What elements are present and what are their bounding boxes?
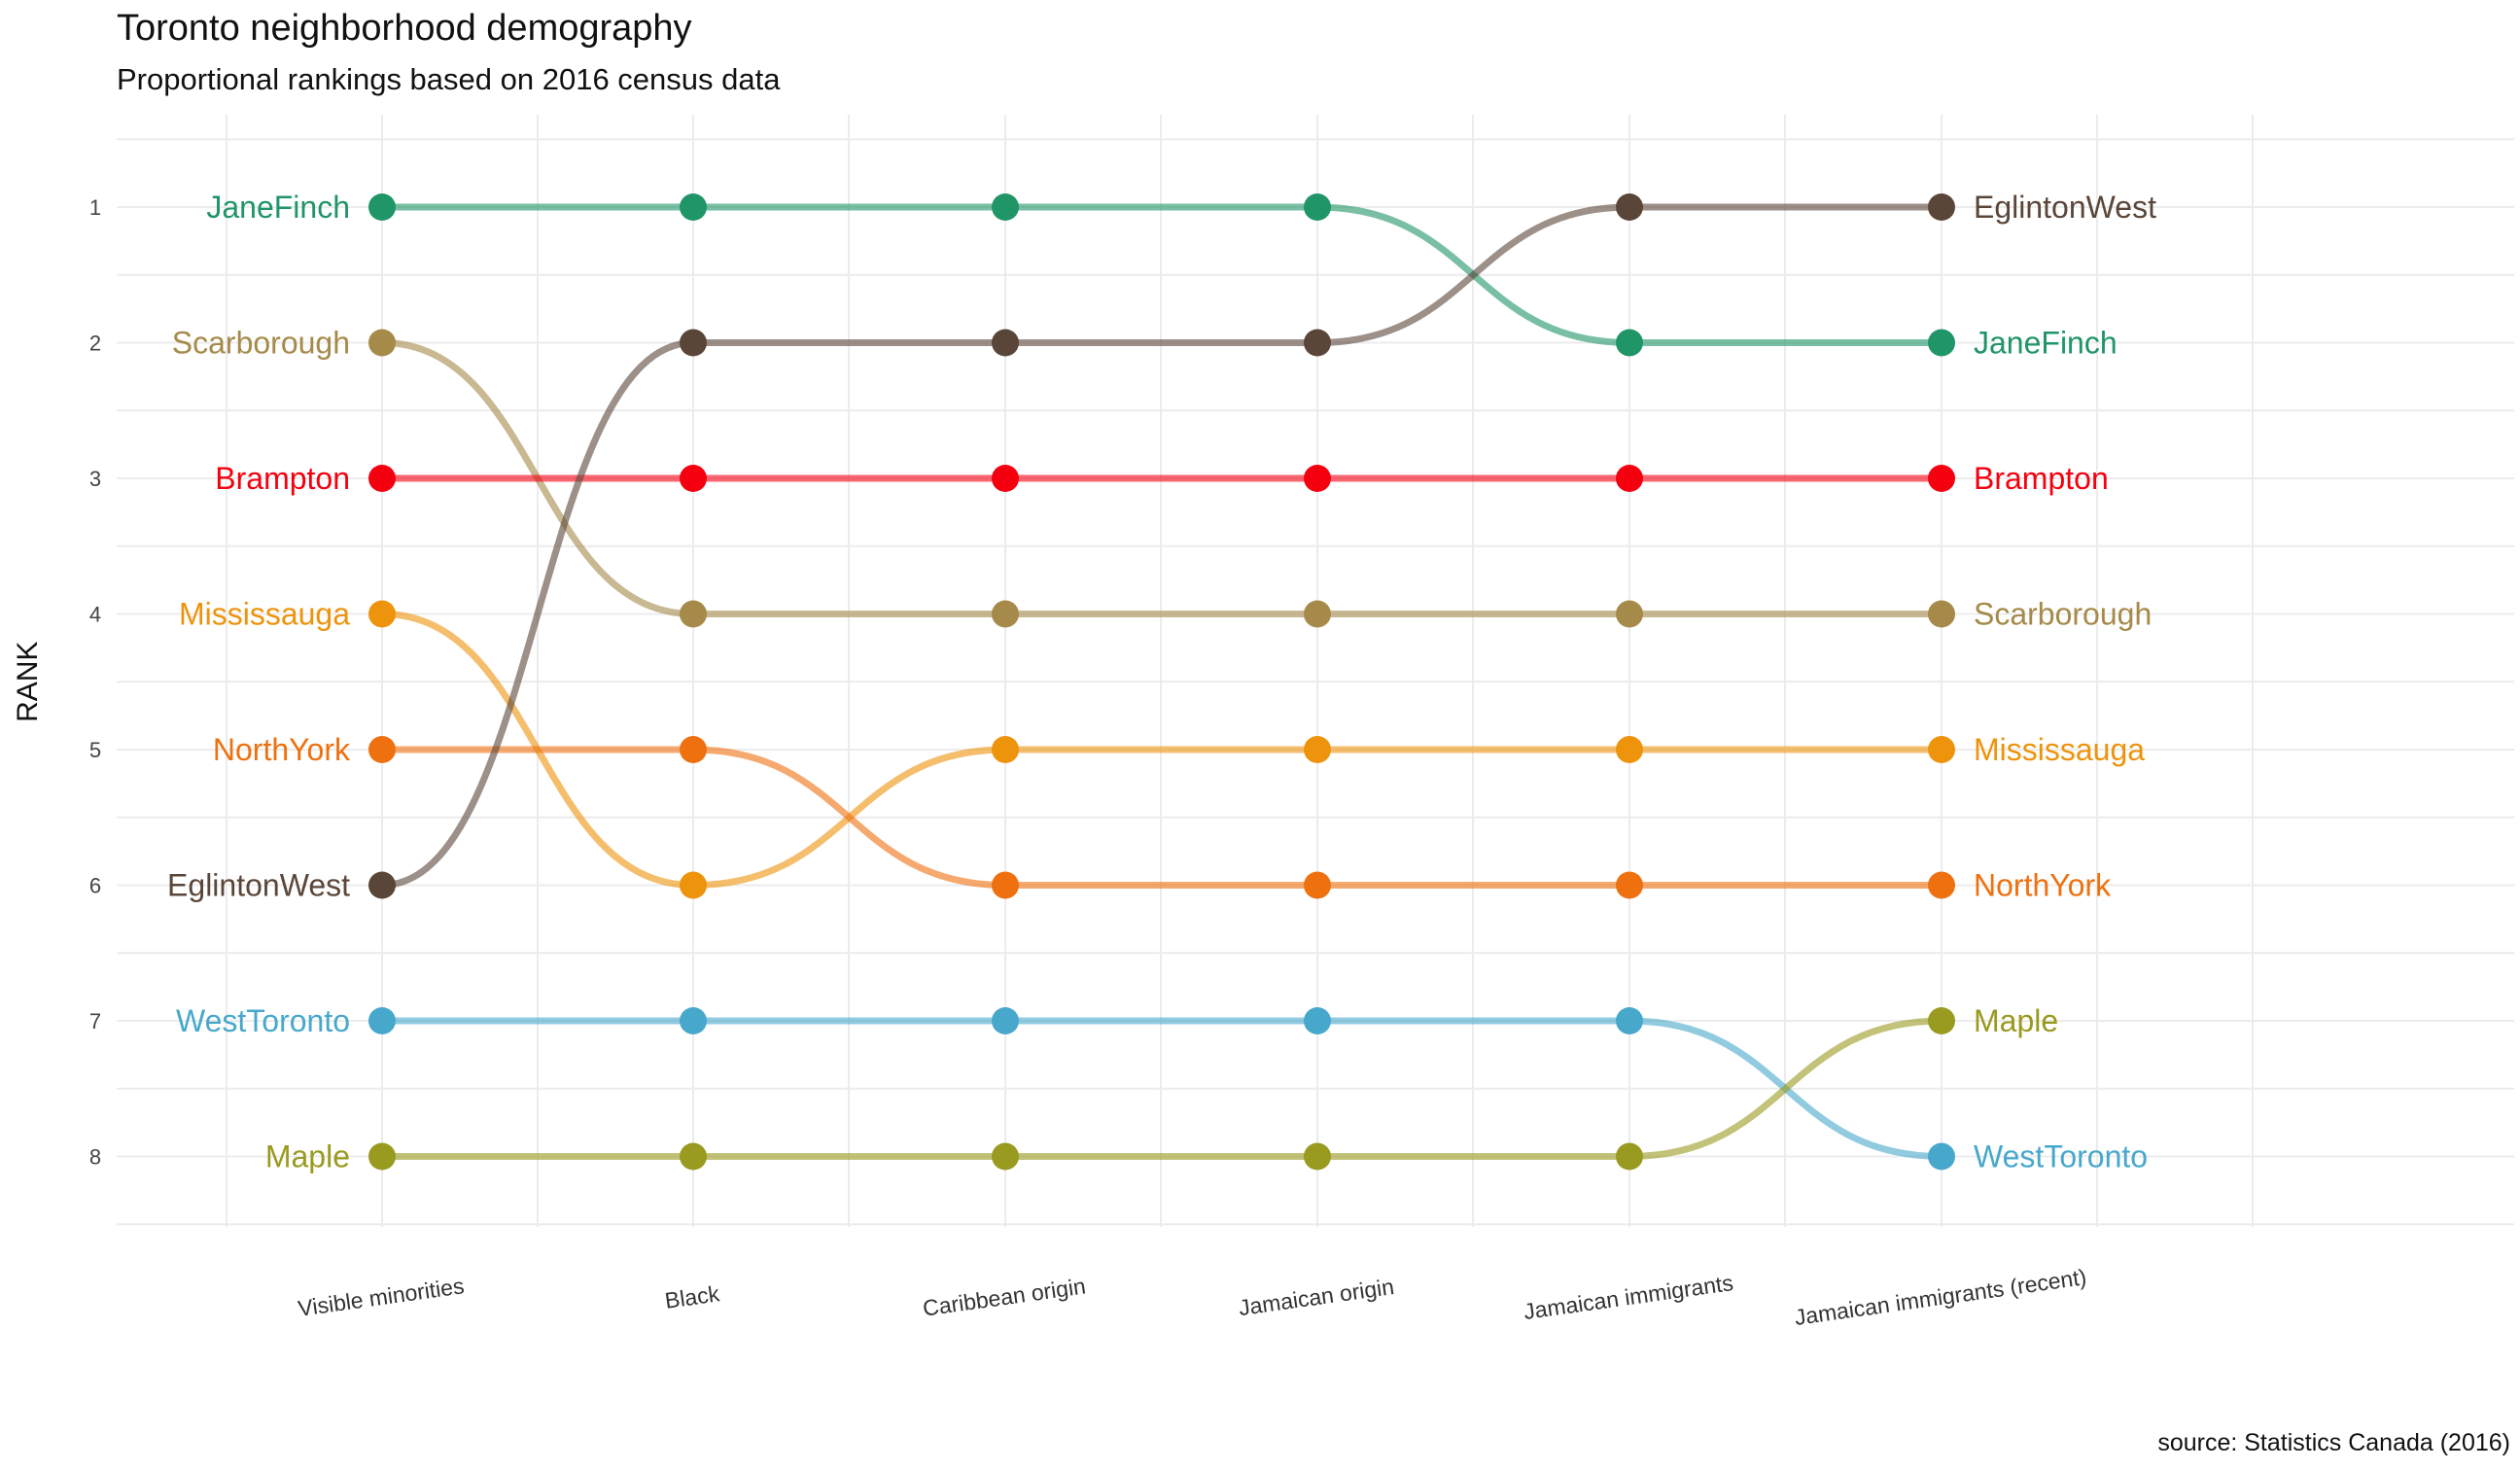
- point-mississauga: [368, 600, 396, 628]
- start-label-maple: Maple: [265, 1139, 350, 1174]
- point-brampton: [1616, 465, 1643, 492]
- point-eglintonwest: [1304, 329, 1331, 357]
- y-tick-label: 7: [89, 1009, 101, 1033]
- series-line-northyork: [378, 746, 1945, 890]
- point-eglintonwest: [1928, 193, 1955, 221]
- start-label-janefinch: JaneFinch: [206, 190, 350, 225]
- point-westtoronto: [1928, 1142, 1955, 1171]
- point-westtoronto: [680, 1007, 707, 1034]
- point-janefinch: [1616, 329, 1643, 357]
- point-mississauga: [1616, 736, 1643, 763]
- point-mississauga: [1928, 736, 1955, 763]
- point-brampton: [368, 465, 396, 492]
- point-brampton: [992, 465, 1019, 492]
- point-scarborough: [368, 329, 396, 357]
- y-tick-label: 8: [89, 1145, 101, 1170]
- point-maple: [1304, 1142, 1331, 1171]
- point-northyork: [368, 736, 396, 763]
- start-label-mississauga: Mississauga: [179, 597, 350, 632]
- point-maple: [1616, 1142, 1643, 1171]
- y-axis-label: RANK: [12, 642, 44, 722]
- end-label-maple: Maple: [1974, 1003, 2058, 1038]
- point-maple: [1928, 1007, 1955, 1034]
- point-northyork: [992, 871, 1019, 899]
- point-northyork: [680, 736, 707, 763]
- point-mississauga: [680, 871, 707, 899]
- point-westtoronto: [368, 1007, 396, 1034]
- series-line-scarborough: [378, 339, 1945, 618]
- end-label-scarborough: Scarborough: [1974, 597, 2152, 632]
- point-eglintonwest: [992, 329, 1019, 357]
- series-line-janefinch: [378, 203, 1945, 347]
- start-label-northyork: NorthYork: [213, 732, 351, 767]
- end-label-eglintonwest: EglintonWest: [1974, 190, 2156, 225]
- point-brampton: [1928, 465, 1955, 492]
- end-label-mississauga: Mississauga: [1974, 732, 2145, 767]
- point-brampton: [680, 465, 707, 492]
- point-janefinch: [680, 193, 707, 221]
- point-eglintonwest: [1616, 193, 1643, 221]
- start-label-eglintonwest: EglintonWest: [167, 868, 350, 903]
- point-scarborough: [1304, 600, 1331, 628]
- end-label-janefinch: JaneFinch: [1974, 326, 2118, 361]
- point-westtoronto: [1304, 1007, 1331, 1034]
- series-line-westtoronto: [378, 1017, 1945, 1160]
- x-tick-label: Jamaican immigrants (recent): [1793, 1264, 2088, 1330]
- point-maple: [680, 1142, 707, 1171]
- start-label-brampton: Brampton: [215, 461, 350, 496]
- point-scarborough: [680, 600, 707, 628]
- point-janefinch: [992, 193, 1019, 221]
- x-tick-label: Black: [663, 1280, 721, 1313]
- y-tick-label: 6: [89, 874, 101, 898]
- point-northyork: [1928, 871, 1955, 899]
- chart-subtitle: Proportional rankings based on 2016 cens…: [117, 62, 781, 96]
- end-label-westtoronto: WestToronto: [1974, 1139, 2148, 1174]
- point-westtoronto: [992, 1007, 1019, 1034]
- y-tick-label: 3: [89, 467, 101, 491]
- point-northyork: [1616, 871, 1643, 899]
- grid: [117, 115, 2514, 1227]
- x-tick-label: Jamaican immigrants: [1522, 1270, 1734, 1324]
- series-points: [368, 193, 1955, 1171]
- source-caption: source: Statistics Canada (2016): [2157, 1429, 2510, 1456]
- point-eglintonwest: [368, 871, 396, 899]
- end-label-brampton: Brampton: [1974, 461, 2109, 496]
- y-tick-label: 4: [89, 603, 101, 627]
- point-maple: [992, 1142, 1019, 1171]
- x-tick-label: Visible minorities: [297, 1273, 466, 1321]
- start-label-scarborough: Scarborough: [172, 326, 350, 361]
- point-maple: [368, 1142, 396, 1171]
- start-label-westtoronto: WestToronto: [176, 1003, 350, 1038]
- point-janefinch: [368, 193, 396, 221]
- point-mississauga: [992, 736, 1019, 763]
- point-eglintonwest: [680, 329, 707, 357]
- y-tick-label: 1: [89, 195, 101, 220]
- y-tick-label: 2: [89, 332, 101, 356]
- end-label-northyork: NorthYork: [1974, 868, 2112, 903]
- point-mississauga: [1304, 736, 1331, 763]
- point-westtoronto: [1616, 1007, 1643, 1034]
- chart-title: Toronto neighborhood demography: [117, 8, 692, 49]
- point-janefinch: [1928, 329, 1955, 357]
- x-tick-label: Caribbean origin: [922, 1273, 1088, 1320]
- point-scarborough: [1616, 600, 1643, 628]
- y-tick-label: 5: [89, 738, 101, 762]
- series-line-maple: [378, 1017, 1945, 1161]
- point-scarborough: [992, 600, 1019, 628]
- point-scarborough: [1928, 600, 1955, 628]
- point-brampton: [1304, 465, 1331, 492]
- point-janefinch: [1304, 193, 1331, 221]
- point-northyork: [1304, 871, 1331, 899]
- x-tick-label: Jamaican origin: [1237, 1274, 1395, 1320]
